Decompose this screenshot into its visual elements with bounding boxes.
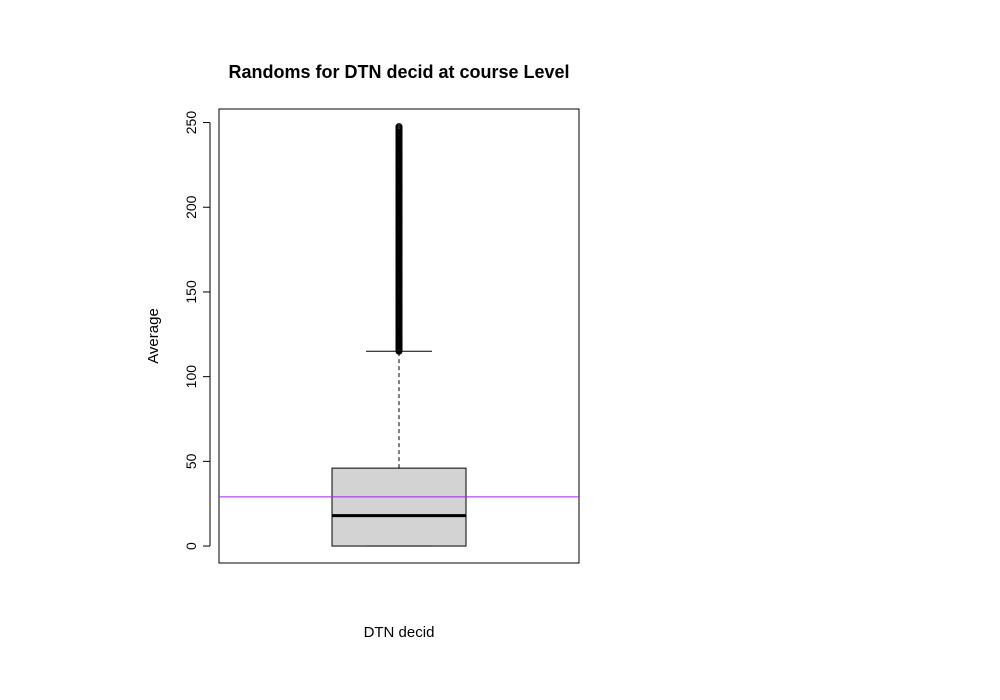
y-tick-label: 50 (183, 453, 199, 469)
y-tick-label: 200 (183, 195, 199, 219)
outliers (395, 123, 403, 355)
y-tick-label: 150 (183, 280, 199, 304)
y-axis: 0 50 100 150 200 250 (183, 111, 211, 550)
x-axis-label: DTN decid (364, 624, 435, 641)
y-axis-label: Average (145, 308, 162, 364)
box-iqr (331, 467, 467, 547)
y-tick-label: 250 (183, 111, 199, 135)
y-tick-label: 100 (183, 365, 199, 389)
chart-title: Randoms for DTN decid at course Level (228, 62, 569, 82)
box-plot (331, 123, 467, 547)
y-tick-label: 0 (183, 542, 199, 550)
outlier-point (395, 123, 403, 131)
plot-frame (218, 108, 580, 564)
